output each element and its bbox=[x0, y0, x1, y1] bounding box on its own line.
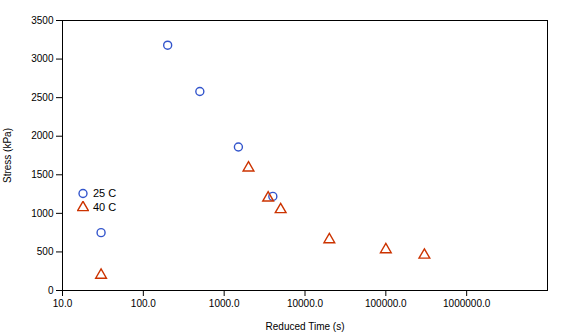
svg-text:10.0: 10.0 bbox=[53, 298, 73, 309]
svg-text:Stress (kPa): Stress (kPa) bbox=[2, 128, 13, 183]
svg-text:Reduced Time (s): Reduced Time (s) bbox=[266, 321, 345, 332]
svg-text:10000.0: 10000.0 bbox=[287, 298, 324, 309]
svg-text:3500: 3500 bbox=[31, 15, 54, 26]
html-text:25 C: 25 C bbox=[93, 187, 117, 199]
svg-text:1000000.0: 1000000.0 bbox=[443, 298, 491, 309]
svg-text:3000: 3000 bbox=[31, 53, 54, 64]
svg-text:2000: 2000 bbox=[31, 130, 54, 141]
svg-text:1000: 1000 bbox=[31, 208, 54, 219]
svg-text:100000.0: 100000.0 bbox=[365, 298, 407, 309]
svg-text:1000.0: 1000.0 bbox=[209, 298, 240, 309]
svg-text:100.0: 100.0 bbox=[131, 298, 156, 309]
svg-text:0: 0 bbox=[48, 285, 54, 296]
svg-text:1500: 1500 bbox=[31, 169, 54, 180]
svg-text:500: 500 bbox=[37, 246, 54, 257]
html-text:40 C: 40 C bbox=[93, 201, 117, 213]
svg-text:2500: 2500 bbox=[31, 92, 54, 103]
